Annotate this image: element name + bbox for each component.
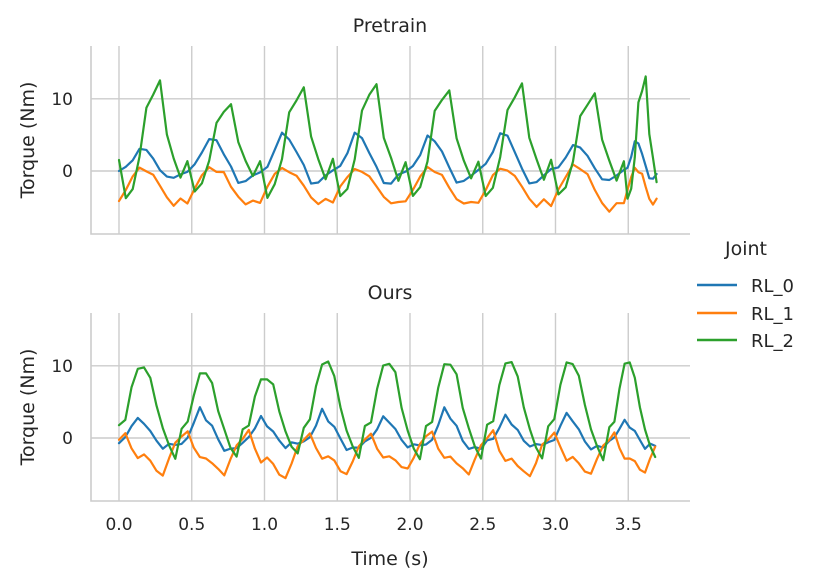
series-line-rl2 [117, 75, 658, 200]
tick-labels-pretrain: 0 10 [51, 90, 73, 182]
x-tick-label: 3.0 [542, 515, 569, 535]
legend-label-rl0: RL_0 [751, 276, 794, 297]
panel-pretrain: Pretrain 0 10 Torque (Nm) [17, 15, 690, 235]
series-line-rl2 [117, 360, 657, 462]
axes-spines-pretrain [90, 46, 690, 235]
panel-title-pretrain: Pretrain [353, 15, 427, 37]
y-tick-label: 0 [62, 162, 73, 182]
series-line-rl1 [117, 163, 658, 213]
axes-spines-ours [90, 313, 690, 502]
legend-entry-rl2: RL_2 [697, 331, 794, 352]
y-axis-label-pretrain: Torque (Nm) [17, 82, 39, 200]
y-tick-label: 0 [62, 429, 73, 449]
tick-labels-ours: 0 10 0.0 0.5 1.0 1.5 2.0 2.5 3.0 3.5 [51, 357, 641, 535]
x-tick-label: 0.0 [105, 515, 132, 535]
y-axis-label-ours: Torque (Nm) [17, 349, 39, 467]
x-tick-label: 2.5 [469, 515, 496, 535]
x-tick-label: 3.5 [615, 515, 642, 535]
panel-ours: Ours 0 10 0.0 0.5 1.0 1.5 2.0 2.5 3.0 3.5 Torque … [17, 282, 690, 570]
legend-entry-rl1: RL_1 [697, 304, 794, 325]
series-group-ours [117, 360, 657, 480]
panel-title-ours: Ours [368, 282, 413, 304]
legend-label-rl2: RL_2 [751, 331, 794, 352]
series-line-rl1 [117, 428, 657, 480]
x-tick-label: 1.5 [324, 515, 351, 535]
x-axis-label: Time (s) [350, 548, 428, 570]
series-group-pretrain [117, 75, 658, 213]
legend-label-rl1: RL_1 [751, 304, 794, 325]
gridlines-pretrain [91, 46, 690, 234]
y-tick-label: 10 [51, 357, 73, 377]
legend-title: Joint [724, 238, 767, 260]
y-tick-label: 10 [51, 90, 73, 110]
series-line-rl0 [117, 406, 657, 452]
x-tick-label: 1.0 [251, 515, 278, 535]
x-tick-label: 2.0 [396, 515, 423, 535]
gridlines-ours [91, 313, 690, 501]
legend: Joint RL_0 RL_1 RL_2 [697, 238, 794, 352]
x-tick-label: 0.5 [178, 515, 205, 535]
legend-entry-rl0: RL_0 [697, 276, 794, 297]
